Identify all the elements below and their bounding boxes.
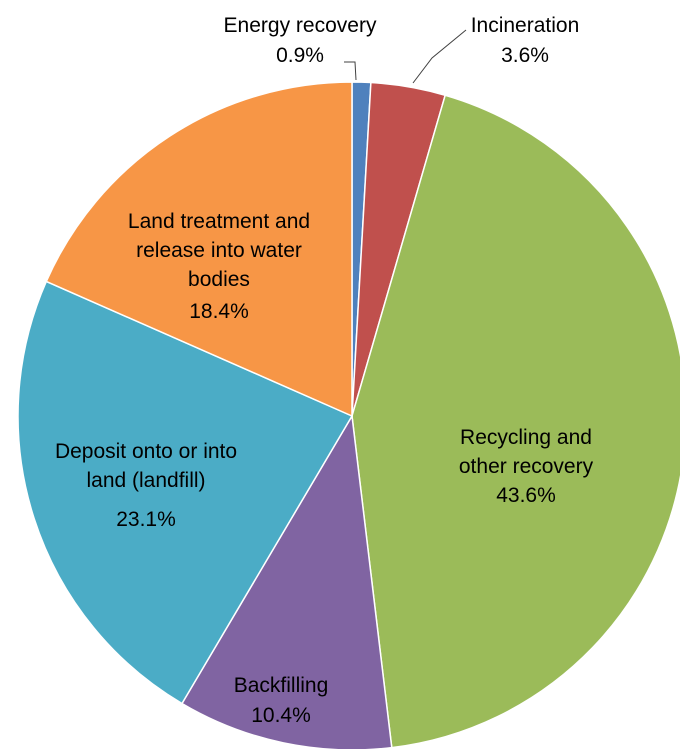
slice-label-energy-recovery: Energy recovery: [224, 14, 377, 37]
slice-value-recycling-and-other-recovery: 43.6%: [496, 484, 556, 507]
leader-lines-layer: [344, 29, 467, 84]
leader-line-incineration: [412, 29, 467, 84]
slice-value-deposit-onto-or-into-land-landfill: 23.1%: [116, 508, 176, 531]
slice-label-deposit-onto-or-into-land-landfill: Deposit onto or into land (landfill): [55, 440, 237, 492]
slice-label-land-treatment-and-release-into-water-bodies: Land treatment and release into water bodi…: [128, 210, 310, 291]
slice-value-backfilling: 10.4%: [251, 704, 311, 727]
slice-value-energy-recovery: 0.9%: [276, 44, 324, 67]
labels-layer: Energy recovery 0.9% Incineration 3.6% Recyc…: [55, 14, 594, 727]
slices-layer: [17, 81, 680, 751]
slice-label-incineration: Incineration: [471, 14, 580, 37]
pie-slice-land-treatment-and-release-into-water-bodies: [45, 81, 353, 418]
slice-value-land-treatment-and-release-into-water-bodies: 18.4%: [189, 300, 249, 323]
leader-line-energy-recovery: [344, 61, 357, 81]
pie-slice-deposit-onto-or-into-land-landfill: [17, 280, 354, 705]
slice-label-recycling-and-other-recovery: Recycling and other recovery: [459, 426, 594, 478]
pie-slice-recycling-and-other-recovery: [351, 94, 680, 749]
slice-label-backfilling: Backfilling: [234, 674, 329, 697]
slice-value-incineration: 3.6%: [501, 44, 549, 67]
